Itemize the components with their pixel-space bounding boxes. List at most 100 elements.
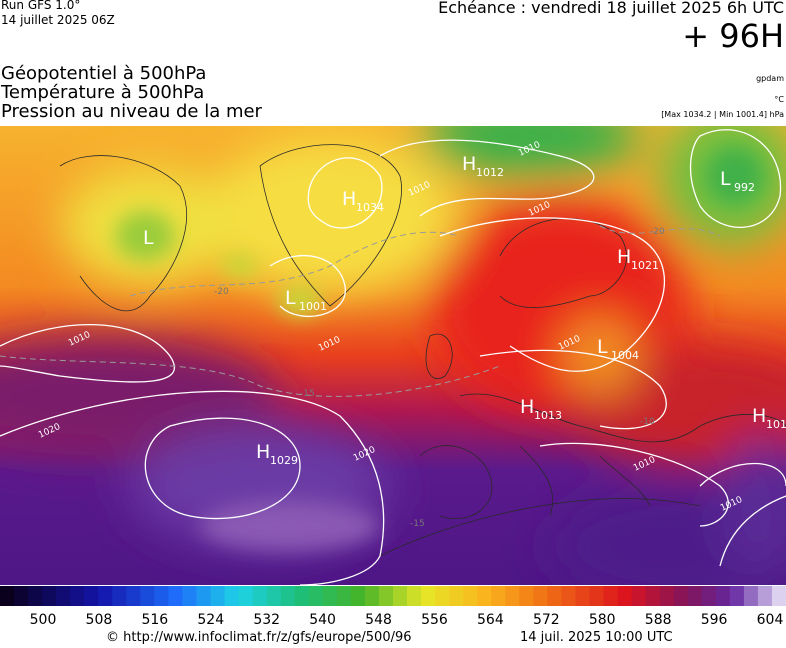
colorbar-swatch — [14, 586, 29, 606]
center-letter: L — [720, 168, 731, 190]
colorbar-swatch — [364, 586, 380, 606]
center-letter: H — [520, 396, 534, 418]
center-letter: L — [597, 336, 608, 358]
isotherm-label: -15 — [300, 389, 315, 399]
colorbar-label: 524 — [197, 612, 224, 628]
colorbar-swatch — [575, 586, 590, 606]
colorbar-label: 604 — [757, 612, 784, 628]
colorbar-swatch — [771, 586, 786, 606]
colorbar-swatch — [336, 586, 352, 606]
colorbar-swatch — [210, 586, 226, 606]
colorbar-swatch — [238, 586, 254, 606]
colorbar-label: 532 — [253, 612, 280, 628]
colorbar-swatch — [673, 586, 689, 606]
field — [0, 126, 786, 585]
colorbar-swatch — [743, 586, 759, 606]
colorbar-swatch — [252, 586, 268, 606]
layer-title: Pression au niveau de la mer — [1, 101, 262, 122]
colorbar-swatch — [659, 586, 675, 606]
run-date: 14 juillet 2025 06Z — [1, 13, 115, 27]
source-link: © http://www.infoclimat.fr/z/gfs/europe/… — [106, 630, 412, 645]
center-letter: L — [143, 227, 154, 249]
colorbar-swatch — [112, 586, 127, 606]
colorbar-swatch — [589, 586, 605, 606]
isotherm-label: -20 — [214, 287, 229, 297]
run-label: Run GFS 1.0° — [1, 0, 81, 12]
colorbar-swatch — [421, 586, 436, 606]
center-pressure: 1001 — [299, 300, 327, 313]
colorbar-label: 516 — [141, 612, 168, 628]
colorbar-swatch — [56, 586, 71, 606]
colorbar-swatch — [140, 586, 155, 606]
colorbar: 500 508 516 524 532 540 548 556 564 572 580 588 596 6… — [0, 586, 786, 628]
colorbar-swatch — [70, 586, 85, 606]
colorbar-swatch — [0, 586, 15, 606]
center-pressure: 1019 — [766, 418, 786, 431]
center-pressure: 1013 — [534, 409, 562, 422]
colorbar-swatch — [687, 586, 703, 606]
colorbar-swatch — [645, 586, 661, 606]
center-pressure: 1029 — [270, 454, 298, 467]
center-pressure: 1012 — [476, 166, 504, 179]
unit-label: gpdam — [756, 74, 784, 83]
center-letter: H — [752, 405, 766, 427]
colorbar-swatch — [393, 586, 408, 606]
colorbar-swatch — [477, 586, 492, 606]
colorbar-swatch — [378, 586, 394, 606]
center-pressure: 992 — [734, 181, 755, 194]
colorbar-swatch — [561, 586, 576, 606]
coastlines — [59, 144, 786, 557]
lead-time: + 96H — [682, 17, 784, 55]
colorbar-label: 556 — [421, 612, 448, 628]
colorbar-swatch — [491, 586, 506, 606]
colorbar-swatch — [701, 586, 717, 606]
generated-time: 14 juil. 2025 10:00 UTC — [520, 630, 673, 645]
colorbar-label: 588 — [645, 612, 672, 628]
colorbar-swatch — [126, 586, 141, 606]
colorbar-swatch — [294, 586, 310, 606]
colorbar-swatch — [98, 586, 113, 606]
center-letter: H — [256, 441, 270, 463]
colorbar-swatch — [715, 586, 731, 606]
colorbar-swatch — [28, 586, 43, 606]
center-pressure: 1004 — [611, 349, 639, 362]
center-letter: H — [617, 246, 631, 268]
colorbar-swatch — [603, 586, 619, 606]
map: 500 508 516 524 532 540 548 556 564 572 580 588 596 6… — [0, 126, 786, 628]
colorbar-swatch — [322, 586, 338, 606]
unit-label: °C — [774, 95, 784, 104]
colorbar-label: 572 — [533, 612, 560, 628]
colorbar-swatch — [42, 586, 57, 606]
colorbar-swatch — [505, 586, 520, 606]
isobars — [0, 129, 786, 585]
isotherm-label: -20 — [650, 227, 665, 237]
isotherm-label: -15 — [410, 519, 425, 529]
colorbar-swatch — [196, 586, 212, 606]
colorbar-swatch — [519, 586, 534, 606]
colorbar-swatch — [168, 586, 183, 606]
center-letter: H — [462, 153, 476, 175]
colorbar-swatch — [407, 586, 422, 606]
colorbar-swatch — [449, 586, 464, 606]
colorbar-swatch — [533, 586, 548, 606]
colorbar-label: 580 — [589, 612, 616, 628]
colorbar-label: 540 — [309, 612, 336, 628]
colorbar-swatch — [84, 586, 99, 606]
colorbar-swatch — [224, 586, 240, 606]
colorbar-label: 596 — [701, 612, 728, 628]
colorbar-swatch — [463, 586, 478, 606]
layer-title: Géopotentiel à 500hPa — [1, 63, 207, 84]
colorbar-swatch — [729, 586, 745, 606]
colorbar-swatch — [631, 586, 647, 606]
colorbar-swatch — [308, 586, 324, 606]
colorbar-swatch — [154, 586, 169, 606]
colorbar-swatch — [435, 586, 450, 606]
colorbar-swatch — [280, 586, 296, 606]
isotherm-label: -10 — [640, 417, 655, 427]
colorbar-label: 508 — [86, 612, 113, 628]
colorbar-label: 564 — [477, 612, 504, 628]
colorbar-swatch — [182, 586, 197, 606]
unit-label: [Max 1034.2 | Min 1001.4] hPa — [661, 110, 784, 119]
colorbar-label: 500 — [30, 612, 57, 628]
